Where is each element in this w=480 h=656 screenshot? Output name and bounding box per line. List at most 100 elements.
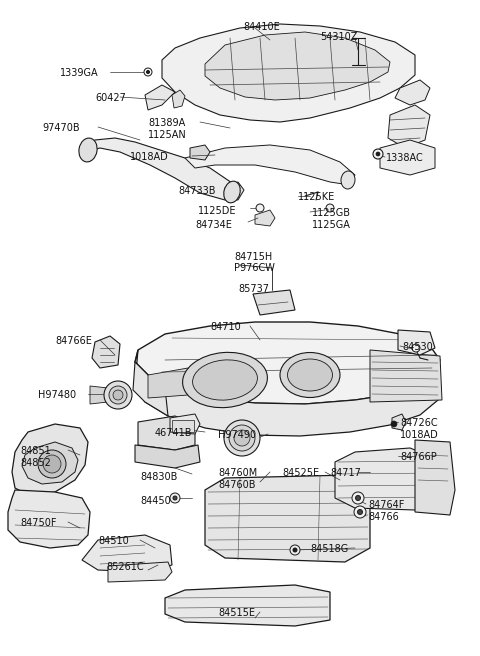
Text: 1125DE: 1125DE xyxy=(198,206,237,216)
Polygon shape xyxy=(388,105,430,148)
Circle shape xyxy=(144,68,152,76)
Text: 1018AD: 1018AD xyxy=(130,152,169,162)
Text: 84760B: 84760B xyxy=(218,480,255,490)
Circle shape xyxy=(391,421,397,427)
Circle shape xyxy=(109,386,127,404)
Polygon shape xyxy=(12,424,88,496)
Polygon shape xyxy=(90,386,108,404)
Polygon shape xyxy=(145,85,175,110)
Text: 84766: 84766 xyxy=(368,512,399,522)
Circle shape xyxy=(290,545,300,555)
Circle shape xyxy=(38,450,66,478)
Polygon shape xyxy=(165,585,330,626)
Polygon shape xyxy=(135,322,440,404)
Polygon shape xyxy=(82,535,172,572)
Text: 1018AD: 1018AD xyxy=(400,430,439,440)
Text: 84726C: 84726C xyxy=(400,418,438,428)
Text: 84515E: 84515E xyxy=(218,608,255,618)
Circle shape xyxy=(412,344,420,352)
Text: 84750F: 84750F xyxy=(20,518,57,528)
Text: 84851: 84851 xyxy=(20,446,51,456)
Text: 84530: 84530 xyxy=(402,342,433,352)
Text: 85737: 85737 xyxy=(238,284,269,294)
Circle shape xyxy=(173,496,177,500)
Ellipse shape xyxy=(280,352,340,398)
Polygon shape xyxy=(138,416,195,450)
Polygon shape xyxy=(255,210,275,226)
Polygon shape xyxy=(135,350,438,436)
Circle shape xyxy=(358,510,362,514)
Polygon shape xyxy=(398,330,435,355)
Text: 84764F: 84764F xyxy=(368,500,404,510)
Text: 1125GA: 1125GA xyxy=(312,220,351,230)
Polygon shape xyxy=(172,90,185,108)
Text: 1339GA: 1339GA xyxy=(60,68,98,78)
Text: 1125GB: 1125GB xyxy=(312,208,351,218)
Polygon shape xyxy=(162,24,415,122)
Polygon shape xyxy=(135,445,200,468)
Text: 81389A: 81389A xyxy=(148,118,185,128)
Text: 84450: 84450 xyxy=(140,496,171,506)
Text: 84852: 84852 xyxy=(20,458,51,468)
Circle shape xyxy=(326,204,334,212)
Text: 54310Z: 54310Z xyxy=(320,32,358,42)
Circle shape xyxy=(229,425,255,451)
Polygon shape xyxy=(108,562,172,582)
Polygon shape xyxy=(370,350,442,402)
Ellipse shape xyxy=(224,181,240,203)
Circle shape xyxy=(356,495,360,501)
Polygon shape xyxy=(190,145,210,160)
Text: H97480: H97480 xyxy=(38,390,76,400)
Text: 84518G: 84518G xyxy=(310,544,348,554)
Polygon shape xyxy=(395,80,430,105)
Circle shape xyxy=(376,152,380,156)
Polygon shape xyxy=(380,140,435,175)
Text: 1125KE: 1125KE xyxy=(298,192,335,202)
Polygon shape xyxy=(225,182,244,200)
Polygon shape xyxy=(415,440,455,515)
Ellipse shape xyxy=(288,359,333,391)
Text: 84734E: 84734E xyxy=(195,220,232,230)
Polygon shape xyxy=(253,290,295,315)
Text: 97470B: 97470B xyxy=(42,123,80,133)
Circle shape xyxy=(146,70,149,73)
Ellipse shape xyxy=(182,352,267,407)
Polygon shape xyxy=(205,32,390,100)
Text: P976CW: P976CW xyxy=(234,263,275,273)
Circle shape xyxy=(256,204,264,212)
Circle shape xyxy=(43,455,61,473)
Circle shape xyxy=(373,149,383,159)
Text: 85261C: 85261C xyxy=(106,562,144,572)
Polygon shape xyxy=(92,336,120,368)
Polygon shape xyxy=(133,362,168,416)
Text: 84717: 84717 xyxy=(330,468,361,478)
Circle shape xyxy=(352,492,364,504)
Text: 84410E: 84410E xyxy=(243,22,280,32)
Polygon shape xyxy=(335,448,438,510)
Text: 84710: 84710 xyxy=(210,322,241,332)
Circle shape xyxy=(104,381,132,409)
Text: 84715H: 84715H xyxy=(234,252,272,262)
Ellipse shape xyxy=(192,360,257,400)
Polygon shape xyxy=(22,442,78,484)
Circle shape xyxy=(224,420,260,456)
Text: 84766P: 84766P xyxy=(400,452,437,462)
Circle shape xyxy=(170,493,180,503)
Text: 1338AC: 1338AC xyxy=(386,153,424,163)
Circle shape xyxy=(354,506,366,518)
Text: 60427: 60427 xyxy=(95,93,126,103)
Circle shape xyxy=(113,390,123,400)
Text: 1125AN: 1125AN xyxy=(148,130,187,140)
Text: H97490: H97490 xyxy=(218,430,256,440)
Polygon shape xyxy=(205,475,370,562)
Bar xyxy=(172,420,194,432)
Ellipse shape xyxy=(79,138,97,162)
Polygon shape xyxy=(148,368,195,398)
Text: 84760M: 84760M xyxy=(218,468,257,478)
Polygon shape xyxy=(185,145,355,185)
Text: 84830B: 84830B xyxy=(140,472,178,482)
Ellipse shape xyxy=(341,171,355,189)
Polygon shape xyxy=(392,414,406,430)
Text: 84733B: 84733B xyxy=(178,186,216,196)
Polygon shape xyxy=(170,414,200,434)
